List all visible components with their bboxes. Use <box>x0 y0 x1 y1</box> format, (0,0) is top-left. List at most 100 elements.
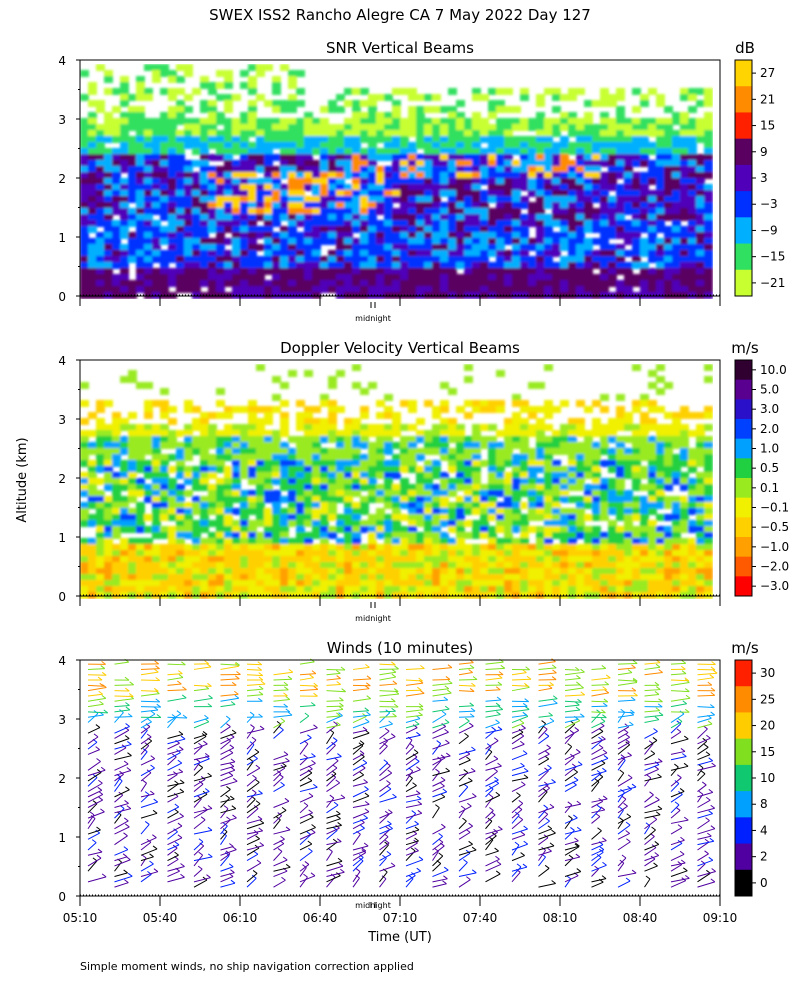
wind-barb <box>299 661 315 665</box>
wind-barb <box>246 728 265 734</box>
wind-barb <box>114 808 131 814</box>
colorbar-swatch <box>735 764 752 792</box>
wind-barb <box>87 761 101 771</box>
wind-barb <box>246 767 261 777</box>
wind-barb <box>485 729 503 734</box>
wind-barb <box>405 823 419 830</box>
colorbar-tick-label: 5.0 <box>760 383 779 397</box>
wind-barb <box>485 858 500 867</box>
wind-barb <box>564 771 578 782</box>
colorbar-swatch <box>735 497 752 518</box>
wind-barb <box>432 692 452 697</box>
wind-barb <box>299 834 312 846</box>
wind-barb <box>379 788 392 798</box>
wind-barb <box>458 662 474 665</box>
wind-barb <box>432 667 452 670</box>
wind-barb <box>617 833 630 840</box>
wind-barb <box>352 767 366 777</box>
wind-barb <box>644 836 655 846</box>
wind-barb <box>326 851 333 861</box>
snr-midnight-label: midnight <box>355 314 391 323</box>
wind-barb <box>220 780 238 787</box>
wind-barb <box>538 687 553 692</box>
wind-barb <box>114 835 128 846</box>
wind-barb <box>352 860 364 872</box>
wind-barb <box>485 714 501 718</box>
wind-barb <box>538 770 549 782</box>
wind-barb <box>167 697 187 702</box>
wind-barb <box>273 851 283 861</box>
wind-barb <box>167 774 178 782</box>
wind-barb <box>564 723 576 734</box>
wind-barb <box>405 679 423 682</box>
wind-barb <box>114 814 122 824</box>
wind-barb <box>273 776 284 787</box>
wind-barb <box>644 693 659 697</box>
wind-barb <box>273 767 286 777</box>
wind-barb <box>591 747 604 755</box>
wind-barb <box>538 867 550 877</box>
wind-barb <box>644 776 662 782</box>
wind-barb <box>87 789 102 798</box>
wind-barb <box>644 799 660 808</box>
wind-barb <box>352 871 361 883</box>
wind-barb <box>140 812 158 819</box>
wind-barb <box>140 721 152 729</box>
colorbar-swatch <box>735 379 752 400</box>
wind-barb <box>273 724 282 734</box>
wind-barb <box>167 782 185 787</box>
wind-barb <box>617 788 632 798</box>
wind-barb <box>511 809 523 819</box>
wind-barb <box>485 828 503 835</box>
colorbar-swatch <box>735 112 752 140</box>
wind-barb <box>644 855 659 862</box>
wind-barb <box>193 854 204 867</box>
wind-barb <box>432 796 446 803</box>
doppler-title: Doppler Velocity Vertical Beams <box>280 339 520 357</box>
colorbar-tick-label: 21 <box>760 92 775 106</box>
wind-barb <box>591 868 599 877</box>
wind-barb <box>511 684 529 687</box>
snr-heatmap <box>80 64 713 299</box>
colorbar-swatch <box>735 843 752 871</box>
wind-barb <box>591 864 607 872</box>
wind-barb <box>617 711 626 723</box>
wind-barb <box>140 767 155 777</box>
wind-barb <box>326 708 344 713</box>
wind-barb <box>670 880 686 888</box>
wind-barb <box>299 768 313 777</box>
wind-barb <box>591 752 608 761</box>
wind-barb <box>114 882 129 888</box>
wind-barb <box>299 737 312 745</box>
wind-barb <box>299 832 316 840</box>
wind-barb <box>405 752 419 761</box>
wind-barb <box>617 744 631 755</box>
colorbar-swatch <box>735 791 752 818</box>
wind-barb <box>697 872 711 883</box>
wind-barb <box>670 862 686 867</box>
wind-barb <box>246 877 257 888</box>
wind-barb <box>246 683 266 686</box>
wind-barb <box>352 850 366 856</box>
colorbar-swatch <box>735 478 752 499</box>
wind-barb <box>670 679 689 682</box>
wind-barb <box>564 871 581 878</box>
wind-barb <box>458 679 478 681</box>
wind-barb <box>299 743 309 755</box>
wind-barb <box>617 805 628 814</box>
wind-barb <box>167 815 184 824</box>
wind-barb <box>458 720 470 729</box>
wind-barb <box>697 737 711 745</box>
wind-barb <box>617 862 625 872</box>
wind-barb <box>140 730 148 739</box>
wind-barb <box>697 799 711 808</box>
wind-barb <box>87 876 107 883</box>
wind-barb <box>405 739 413 750</box>
wind-barb <box>538 787 550 798</box>
wind-barb <box>538 720 555 729</box>
wind-barb <box>114 802 129 808</box>
wind-barb <box>167 733 184 739</box>
wind-barb <box>405 692 425 697</box>
wind-barb <box>87 829 101 835</box>
wind-barb <box>326 797 335 808</box>
